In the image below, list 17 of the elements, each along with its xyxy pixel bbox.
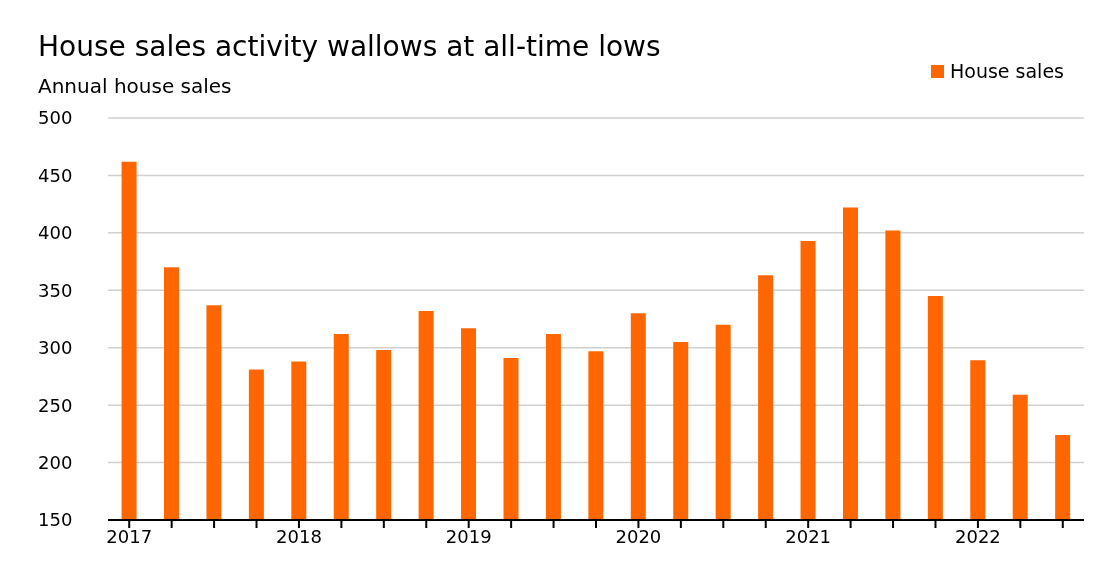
x-tick-label: 2021 <box>785 525 832 547</box>
chart-title: House sales activity wallows at all-time lows <box>38 30 661 63</box>
y-tick-label: 400 <box>38 222 73 244</box>
legend-label: House sales <box>950 60 1064 82</box>
y-tick-label: 150 <box>38 509 73 531</box>
chart-subtitle: Annual house sales <box>38 74 232 98</box>
x-tick-label: 2019 <box>445 525 492 547</box>
y-tick-label: 200 <box>38 451 73 473</box>
x-tick-label: 2022 <box>955 525 1001 547</box>
x-tick-label: 2020 <box>615 525 662 547</box>
y-tick-label: 450 <box>38 164 73 186</box>
x-tick-label: 2017 <box>106 525 153 547</box>
y-tick-label: 300 <box>38 337 73 359</box>
y-tick-label: 350 <box>38 279 73 301</box>
y-tick-label: 250 <box>38 394 73 416</box>
x-tick-label: 2018 <box>276 525 322 547</box>
y-tick-label: 500 <box>38 107 73 129</box>
